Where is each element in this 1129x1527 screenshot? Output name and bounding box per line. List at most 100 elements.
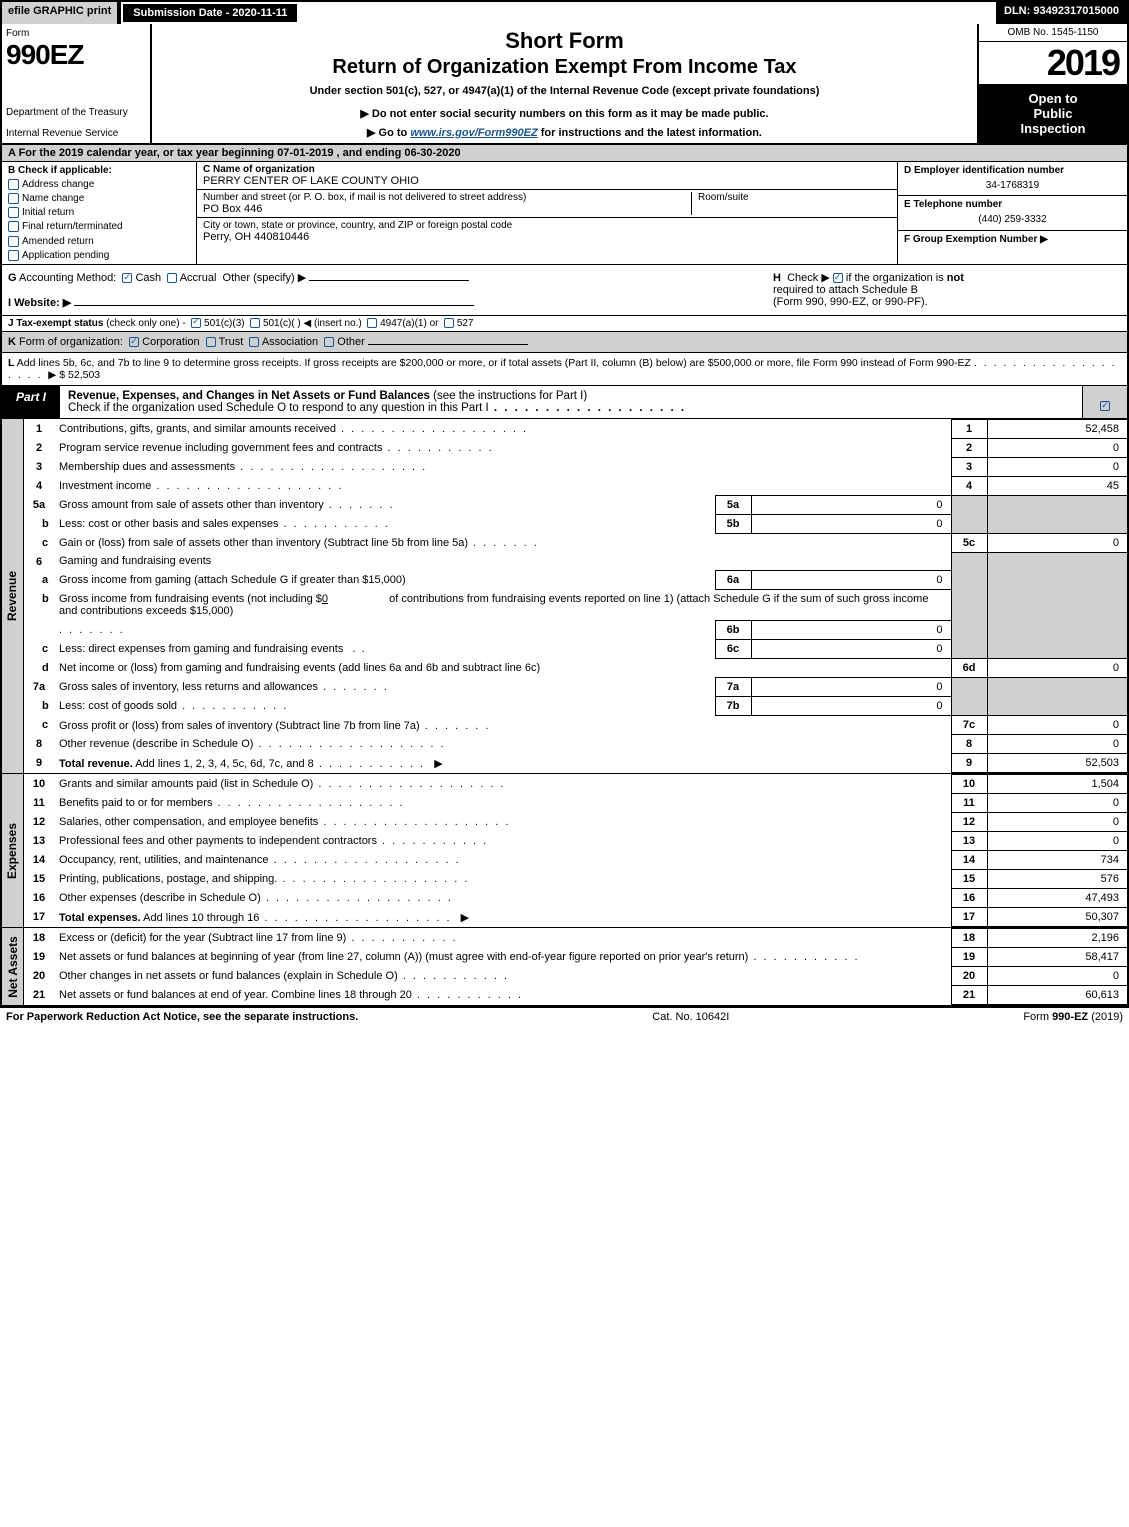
line-5b-amt: 0 [751, 514, 951, 533]
cb-final-return[interactable]: Final return/terminated [8, 221, 190, 232]
form-header-center: Short Form Return of Organization Exempt… [152, 24, 977, 143]
form-title-1: Short Form [160, 28, 969, 54]
form-header: Form 990EZ Department of the Treasury In… [2, 24, 1127, 145]
cb-amended-return[interactable]: Amended return [8, 236, 190, 247]
line-10-amt: 1,504 [987, 775, 1127, 794]
dln-label: DLN: 93492317015000 [996, 2, 1127, 24]
section-b-checkboxes: B Check if applicable: Address change Na… [2, 162, 197, 264]
website-input[interactable] [74, 305, 474, 306]
line-7b-amt: 0 [751, 697, 951, 716]
line-5c-amt: 0 [987, 533, 1127, 552]
line-18: 18 Excess or (deficit) for the year (Sub… [24, 929, 1127, 948]
org-name: PERRY CENTER OF LAKE COUNTY OHIO [203, 175, 419, 187]
tax-year: 2019 [979, 42, 1127, 84]
line-6b: b Gross income from fundraising events (… [24, 590, 1127, 621]
city-value: Perry, OH 440810446 [203, 231, 309, 243]
line-7c-amt: 0 [987, 716, 1127, 735]
line-16: 16 Other expenses (describe in Schedule … [24, 889, 1127, 908]
omb-number: OMB No. 1545-1150 [979, 24, 1127, 42]
line-9: 9 Total revenue. Add lines 1, 2, 3, 4, 5… [24, 754, 1127, 773]
line-5a: 5a Gross amount from sale of assets othe… [24, 495, 1127, 514]
cb-name-change[interactable]: Name change [8, 193, 190, 204]
form-of-organization: K Form of organization: Corporation Trus… [2, 332, 1127, 353]
other-specify-input[interactable] [309, 280, 469, 281]
cb-501c3[interactable] [191, 318, 201, 328]
gh-row: G Accounting Method: Cash Accrual Other … [2, 265, 1127, 316]
accounting-method: G Accounting Method: Cash Accrual Other … [2, 265, 767, 315]
line-6d: d Net income or (loss) from gaming and f… [24, 659, 1127, 678]
page-footer: For Paperwork Reduction Act Notice, see … [0, 1008, 1129, 1026]
link-pre: ▶ Go to [367, 127, 410, 139]
cb-initial-return[interactable]: Initial return [8, 207, 190, 218]
cb-corporation[interactable] [129, 337, 139, 347]
line-7a: 7a Gross sales of inventory, less return… [24, 678, 1127, 697]
net-assets-vlabel: Net Assets [2, 928, 24, 1005]
line-10: 10 Grants and similar amounts paid (list… [24, 775, 1127, 794]
form-number: 990EZ [6, 39, 146, 71]
inspection-3: Inspection [983, 121, 1123, 136]
form-header-right: OMB No. 1545-1150 2019 Open to Public In… [977, 24, 1127, 143]
efile-print-label[interactable]: efile GRAPHIC print [2, 2, 117, 24]
line-14: 14 Occupancy, rent, utilities, and maint… [24, 851, 1127, 870]
cb-schedule-b[interactable] [833, 273, 843, 283]
other-org-input[interactable] [368, 344, 528, 345]
cb-501c[interactable] [250, 318, 260, 328]
instructions-link-line: ▶ Go to www.irs.gov/Form990EZ for instru… [160, 126, 969, 139]
cb-accrual[interactable] [167, 273, 177, 283]
entity-center: C Name of organization PERRY CENTER OF L… [197, 162, 897, 264]
irs-label: Internal Revenue Service [6, 128, 146, 139]
tax-exempt-status: J Tax-exempt status (check only one) - 5… [2, 316, 1127, 332]
address-row: Number and street (or P. O. box, if mail… [197, 190, 897, 218]
b-text: Check if applicable: [18, 165, 112, 176]
part-1-header: Part I Revenue, Expenses, and Changes in… [2, 386, 1127, 419]
section-a-tax-year: A For the 2019 calendar year, or tax yea… [2, 145, 1127, 162]
paperwork-notice: For Paperwork Reduction Act Notice, see … [6, 1011, 358, 1023]
line-6: 6 Gaming and fundraising events [24, 552, 1127, 571]
line-13-amt: 0 [987, 832, 1127, 851]
inspection-2: Public [983, 106, 1123, 121]
line-12-amt: 0 [987, 813, 1127, 832]
cb-trust[interactable] [206, 337, 216, 347]
b-label: B [8, 165, 15, 176]
line-6b-amt: 0 [751, 621, 951, 640]
form-ref: Form 990-EZ (2019) [1023, 1011, 1123, 1023]
expenses-table: 10 Grants and similar amounts paid (list… [24, 774, 1127, 927]
line-11: 11 Benefits paid to or for members 11 0 [24, 794, 1127, 813]
cb-4947[interactable] [367, 318, 377, 328]
cb-other-org[interactable] [324, 337, 334, 347]
line-5b: b Less: cost or other basis and sales ex… [24, 514, 1127, 533]
cat-no: Cat. No. 10642I [358, 1011, 1023, 1023]
cb-association[interactable] [249, 337, 259, 347]
gross-receipts-amt: $ 52,503 [59, 369, 100, 381]
form-label: Form [6, 28, 146, 39]
line-15: 15 Printing, publications, postage, and … [24, 870, 1127, 889]
city-row: City or town, state or province, country… [197, 218, 897, 264]
form-title-2: Return of Organization Exempt From Incom… [160, 56, 969, 79]
cb-application-pending[interactable]: Application pending [8, 250, 190, 261]
line-15-amt: 576 [987, 870, 1127, 889]
line-7c: c Gross profit or (loss) from sales of i… [24, 716, 1127, 735]
cb-527[interactable] [444, 318, 454, 328]
line-6c-amt: 0 [751, 640, 951, 659]
phone-value: (440) 259-3332 [904, 214, 1121, 225]
irs-link[interactable]: www.irs.gov/Form990EZ [410, 127, 537, 139]
line-6d-amt: 0 [987, 659, 1127, 678]
cb-cash[interactable] [122, 273, 132, 283]
line-19-amt: 58,417 [987, 948, 1127, 967]
line-11-amt: 0 [987, 794, 1127, 813]
net-assets-section: Net Assets 18 Excess or (deficit) for th… [2, 928, 1127, 1006]
top-bar: efile GRAPHIC print Submission Date - 20… [2, 2, 1127, 24]
dept-treasury: Department of the Treasury [6, 107, 146, 118]
website-label: I Website: ▶ [8, 297, 71, 309]
entity-block: B Check if applicable: Address change Na… [2, 162, 1127, 265]
line-6a: a Gross income from gaming (attach Sched… [24, 571, 1127, 590]
form-container: efile GRAPHIC print Submission Date - 20… [0, 0, 1129, 1008]
line-14-amt: 734 [987, 851, 1127, 870]
line-6b-sub: 6b 0 [24, 621, 1127, 640]
form-header-left: Form 990EZ Department of the Treasury In… [2, 24, 152, 143]
cb-schedule-o-used[interactable] [1100, 401, 1110, 411]
org-name-row: C Name of organization PERRY CENTER OF L… [197, 162, 897, 190]
cb-address-change[interactable]: Address change [8, 179, 190, 190]
line-7b: b Less: cost of goods sold 7b 0 [24, 697, 1127, 716]
line-20: 20 Other changes in net assets or fund b… [24, 967, 1127, 986]
